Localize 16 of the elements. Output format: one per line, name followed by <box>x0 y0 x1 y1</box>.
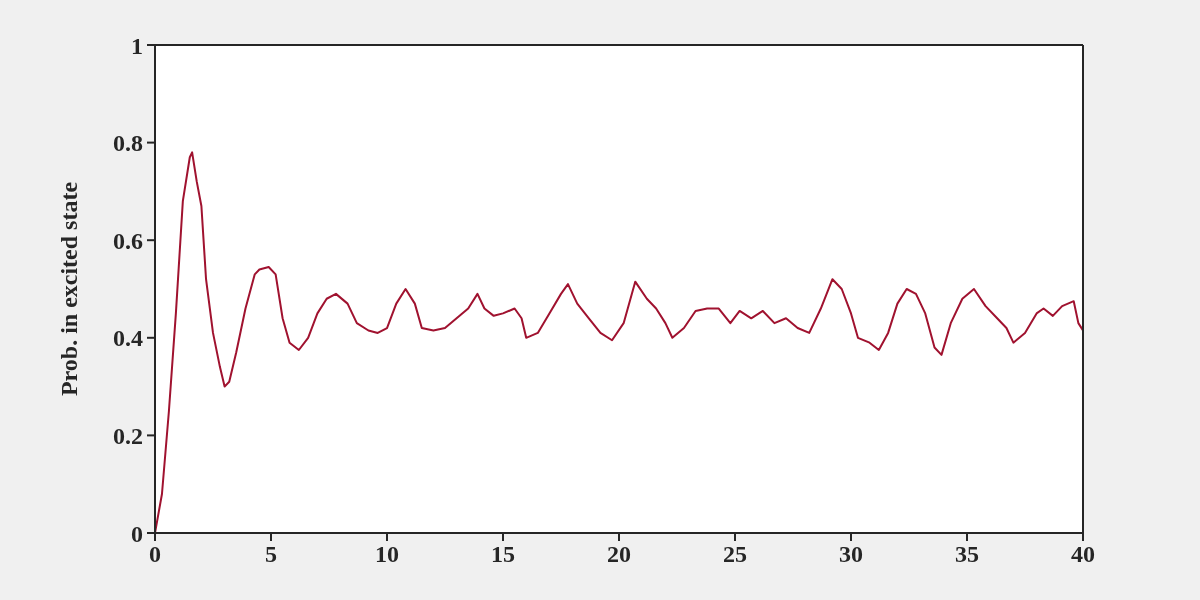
y-tick-label: 0.8 <box>113 130 143 157</box>
x-tick-label: 5 <box>265 541 277 568</box>
x-tick-label: 25 <box>723 541 747 568</box>
x-tick-label: 40 <box>1071 541 1095 568</box>
x-tick-label: 0 <box>149 541 161 568</box>
y-tick-label: 1 <box>131 32 143 59</box>
y-axis-title: Prob. in excited state <box>55 181 82 397</box>
y-tick-label: 0.2 <box>113 422 143 449</box>
x-tick-label: 10 <box>375 541 399 568</box>
y-tick-label: 0.6 <box>113 227 143 254</box>
x-tick-label: 20 <box>607 541 631 568</box>
x-tick-label: 15 <box>491 541 515 568</box>
y-tick-label: 0.4 <box>113 325 143 352</box>
y-tick-label: 0 <box>131 520 143 547</box>
x-tick-label: 30 <box>839 541 863 568</box>
x-tick-label: 35 <box>955 541 979 568</box>
